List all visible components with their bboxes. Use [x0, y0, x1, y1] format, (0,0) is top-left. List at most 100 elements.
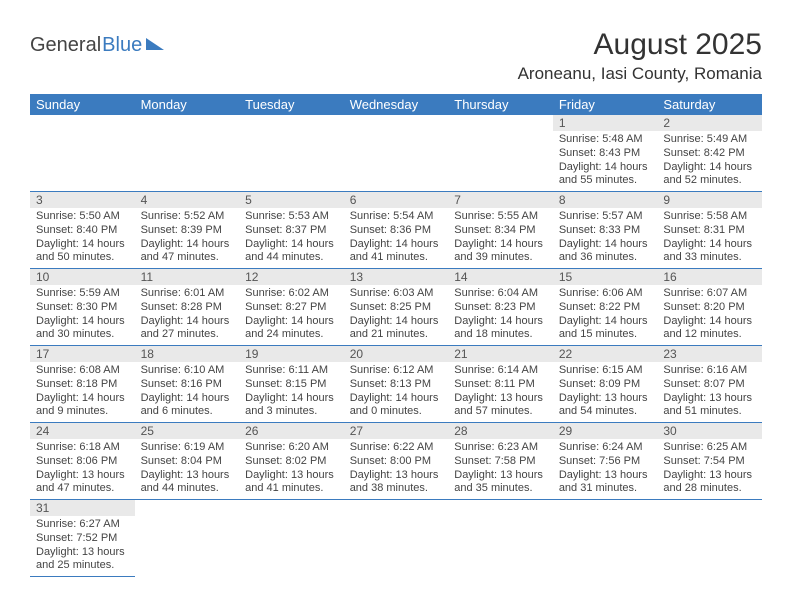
day-number: 18: [135, 346, 240, 362]
daylight-text: and 55 minutes.: [559, 174, 652, 188]
daylight-text: Daylight: 14 hours: [350, 392, 443, 406]
calendar-cell: [344, 500, 449, 577]
sunset-text: Sunset: 8:40 PM: [36, 224, 129, 238]
sunrise-text: Sunrise: 6:25 AM: [663, 441, 756, 455]
cell-body: Sunrise: 6:02 AMSunset: 8:27 PMDaylight:…: [239, 285, 344, 345]
day-number: 23: [657, 346, 762, 362]
calendar-cell: 28Sunrise: 6:23 AMSunset: 7:58 PMDayligh…: [448, 423, 553, 500]
sunrise-text: Sunrise: 5:53 AM: [245, 210, 338, 224]
calendar-cell: 29Sunrise: 6:24 AMSunset: 7:56 PMDayligh…: [553, 423, 658, 500]
day-number: 15: [553, 269, 658, 285]
daylight-text: and 41 minutes.: [350, 251, 443, 265]
daylight-text: Daylight: 14 hours: [454, 238, 547, 252]
calendar-cell: 8Sunrise: 5:57 AMSunset: 8:33 PMDaylight…: [553, 192, 658, 269]
daylight-text: Daylight: 13 hours: [141, 469, 234, 483]
logo-triangle-icon: [146, 38, 164, 50]
sunrise-text: Sunrise: 6:06 AM: [559, 287, 652, 301]
daylight-text: Daylight: 14 hours: [559, 315, 652, 329]
sunrise-text: Sunrise: 6:15 AM: [559, 364, 652, 378]
cell-body: Sunrise: 6:23 AMSunset: 7:58 PMDaylight:…: [448, 439, 553, 499]
calendar-cell: 2Sunrise: 5:49 AMSunset: 8:42 PMDaylight…: [657, 115, 762, 192]
calendar-cell: 13Sunrise: 6:03 AMSunset: 8:25 PMDayligh…: [344, 269, 449, 346]
daylight-text: and 41 minutes.: [245, 482, 338, 496]
cell-body: Sunrise: 6:03 AMSunset: 8:25 PMDaylight:…: [344, 285, 449, 345]
cell-body: Sunrise: 5:55 AMSunset: 8:34 PMDaylight:…: [448, 208, 553, 268]
daylight-text: Daylight: 14 hours: [245, 238, 338, 252]
cell-body: Sunrise: 5:59 AMSunset: 8:30 PMDaylight:…: [30, 285, 135, 345]
calendar-cell: 22Sunrise: 6:15 AMSunset: 8:09 PMDayligh…: [553, 346, 658, 423]
day-header: Friday: [553, 94, 658, 115]
daylight-text: and 47 minutes.: [36, 482, 129, 496]
cell-body: Sunrise: 5:49 AMSunset: 8:42 PMDaylight:…: [657, 131, 762, 191]
sunset-text: Sunset: 8:37 PM: [245, 224, 338, 238]
cell-body: Sunrise: 5:54 AMSunset: 8:36 PMDaylight:…: [344, 208, 449, 268]
sunset-text: Sunset: 8:02 PM: [245, 455, 338, 469]
day-number: 13: [344, 269, 449, 285]
sunrise-text: Sunrise: 6:16 AM: [663, 364, 756, 378]
daylight-text: and 36 minutes.: [559, 251, 652, 265]
daylight-text: and 12 minutes.: [663, 328, 756, 342]
daylight-text: Daylight: 14 hours: [141, 315, 234, 329]
calendar-cell: 20Sunrise: 6:12 AMSunset: 8:13 PMDayligh…: [344, 346, 449, 423]
sunset-text: Sunset: 8:36 PM: [350, 224, 443, 238]
calendar-page: General Blue August 2025 Aroneanu, Iasi …: [0, 0, 792, 597]
daylight-text: and 31 minutes.: [559, 482, 652, 496]
calendar-cell: [553, 500, 658, 577]
daylight-text: and 35 minutes.: [454, 482, 547, 496]
day-number: 4: [135, 192, 240, 208]
day-number: 11: [135, 269, 240, 285]
sunset-text: Sunset: 8:42 PM: [663, 147, 756, 161]
daylight-text: Daylight: 13 hours: [36, 469, 129, 483]
daylight-text: Daylight: 14 hours: [663, 238, 756, 252]
calendar-week-row: 10Sunrise: 5:59 AMSunset: 8:30 PMDayligh…: [30, 269, 762, 346]
cell-body: Sunrise: 6:15 AMSunset: 8:09 PMDaylight:…: [553, 362, 658, 422]
day-number: 17: [30, 346, 135, 362]
cell-body: Sunrise: 6:11 AMSunset: 8:15 PMDaylight:…: [239, 362, 344, 422]
calendar-cell: 25Sunrise: 6:19 AMSunset: 8:04 PMDayligh…: [135, 423, 240, 500]
day-header: Wednesday: [344, 94, 449, 115]
calendar-cell: [239, 115, 344, 192]
daylight-text: and 9 minutes.: [36, 405, 129, 419]
calendar-cell: [344, 115, 449, 192]
day-header: Thursday: [448, 94, 553, 115]
sunrise-text: Sunrise: 5:49 AM: [663, 133, 756, 147]
calendar-cell: 14Sunrise: 6:04 AMSunset: 8:23 PMDayligh…: [448, 269, 553, 346]
calendar-cell: 17Sunrise: 6:08 AMSunset: 8:18 PMDayligh…: [30, 346, 135, 423]
sunset-text: Sunset: 7:58 PM: [454, 455, 547, 469]
sunset-text: Sunset: 8:43 PM: [559, 147, 652, 161]
sunrise-text: Sunrise: 6:20 AM: [245, 441, 338, 455]
calendar-week-row: 24Sunrise: 6:18 AMSunset: 8:06 PMDayligh…: [30, 423, 762, 500]
calendar-cell: 27Sunrise: 6:22 AMSunset: 8:00 PMDayligh…: [344, 423, 449, 500]
sunrise-text: Sunrise: 5:50 AM: [36, 210, 129, 224]
calendar-cell: 6Sunrise: 5:54 AMSunset: 8:36 PMDaylight…: [344, 192, 449, 269]
cell-body: Sunrise: 6:18 AMSunset: 8:06 PMDaylight:…: [30, 439, 135, 499]
daylight-text: and 51 minutes.: [663, 405, 756, 419]
calendar-cell: 4Sunrise: 5:52 AMSunset: 8:39 PMDaylight…: [135, 192, 240, 269]
sunrise-text: Sunrise: 6:27 AM: [36, 518, 129, 532]
cell-body: Sunrise: 5:53 AMSunset: 8:37 PMDaylight:…: [239, 208, 344, 268]
cell-body: Sunrise: 6:10 AMSunset: 8:16 PMDaylight:…: [135, 362, 240, 422]
sunset-text: Sunset: 8:39 PM: [141, 224, 234, 238]
calendar-week-row: 3Sunrise: 5:50 AMSunset: 8:40 PMDaylight…: [30, 192, 762, 269]
sunrise-text: Sunrise: 5:55 AM: [454, 210, 547, 224]
day-number: 21: [448, 346, 553, 362]
day-number: 19: [239, 346, 344, 362]
day-number: 24: [30, 423, 135, 439]
sunset-text: Sunset: 7:54 PM: [663, 455, 756, 469]
daylight-text: Daylight: 14 hours: [141, 392, 234, 406]
day-number: 26: [239, 423, 344, 439]
cell-body: Sunrise: 6:06 AMSunset: 8:22 PMDaylight:…: [553, 285, 658, 345]
sunrise-text: Sunrise: 5:57 AM: [559, 210, 652, 224]
sunrise-text: Sunrise: 6:12 AM: [350, 364, 443, 378]
day-number: 8: [553, 192, 658, 208]
sunrise-text: Sunrise: 6:08 AM: [36, 364, 129, 378]
daylight-text: Daylight: 13 hours: [36, 546, 129, 560]
cell-body: Sunrise: 5:52 AMSunset: 8:39 PMDaylight:…: [135, 208, 240, 268]
daylight-text: and 44 minutes.: [245, 251, 338, 265]
daylight-text: Daylight: 14 hours: [559, 238, 652, 252]
day-number: 30: [657, 423, 762, 439]
day-header: Sunday: [30, 94, 135, 115]
sunset-text: Sunset: 8:07 PM: [663, 378, 756, 392]
logo-text-general: General: [30, 34, 101, 57]
daylight-text: Daylight: 14 hours: [36, 392, 129, 406]
